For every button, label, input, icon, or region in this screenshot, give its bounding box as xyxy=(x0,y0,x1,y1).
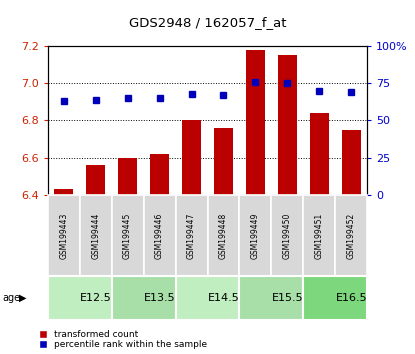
Text: GSM199445: GSM199445 xyxy=(123,212,132,259)
Bar xyxy=(176,276,239,320)
Bar xyxy=(278,55,297,195)
Bar xyxy=(86,165,105,195)
Bar xyxy=(303,195,335,276)
Bar xyxy=(144,195,176,276)
Text: E16.5: E16.5 xyxy=(335,293,367,303)
Bar xyxy=(208,195,239,276)
Bar xyxy=(246,50,265,195)
Bar xyxy=(118,158,137,195)
Bar xyxy=(112,195,144,276)
Legend: transformed count, percentile rank within the sample: transformed count, percentile rank withi… xyxy=(34,330,208,349)
Text: E14.5: E14.5 xyxy=(208,293,239,303)
Bar xyxy=(310,113,329,195)
Bar xyxy=(48,195,80,276)
Bar xyxy=(214,128,233,195)
Bar xyxy=(239,276,303,320)
Bar xyxy=(271,195,303,276)
Bar xyxy=(342,130,361,195)
Text: E15.5: E15.5 xyxy=(271,293,303,303)
Bar xyxy=(112,276,176,320)
Text: GSM199449: GSM199449 xyxy=(251,212,260,259)
Text: GSM199446: GSM199446 xyxy=(155,212,164,259)
Text: GSM199448: GSM199448 xyxy=(219,212,228,258)
Bar xyxy=(239,195,271,276)
Text: GSM199452: GSM199452 xyxy=(347,212,356,258)
Bar xyxy=(48,276,112,320)
Bar xyxy=(80,195,112,276)
Bar xyxy=(182,120,201,195)
Bar xyxy=(176,195,208,276)
Text: ▶: ▶ xyxy=(19,293,26,303)
Bar xyxy=(150,154,169,195)
Text: GSM199450: GSM199450 xyxy=(283,212,292,259)
Text: E12.5: E12.5 xyxy=(80,293,112,303)
Text: GSM199451: GSM199451 xyxy=(315,212,324,258)
Text: GDS2948 / 162057_f_at: GDS2948 / 162057_f_at xyxy=(129,16,286,29)
Text: GSM199444: GSM199444 xyxy=(91,212,100,259)
Bar xyxy=(335,195,367,276)
Text: age: age xyxy=(2,293,20,303)
Bar xyxy=(303,276,367,320)
Text: E13.5: E13.5 xyxy=(144,293,176,303)
Bar xyxy=(54,189,73,195)
Text: GSM199443: GSM199443 xyxy=(59,212,68,259)
Text: GSM199447: GSM199447 xyxy=(187,212,196,259)
